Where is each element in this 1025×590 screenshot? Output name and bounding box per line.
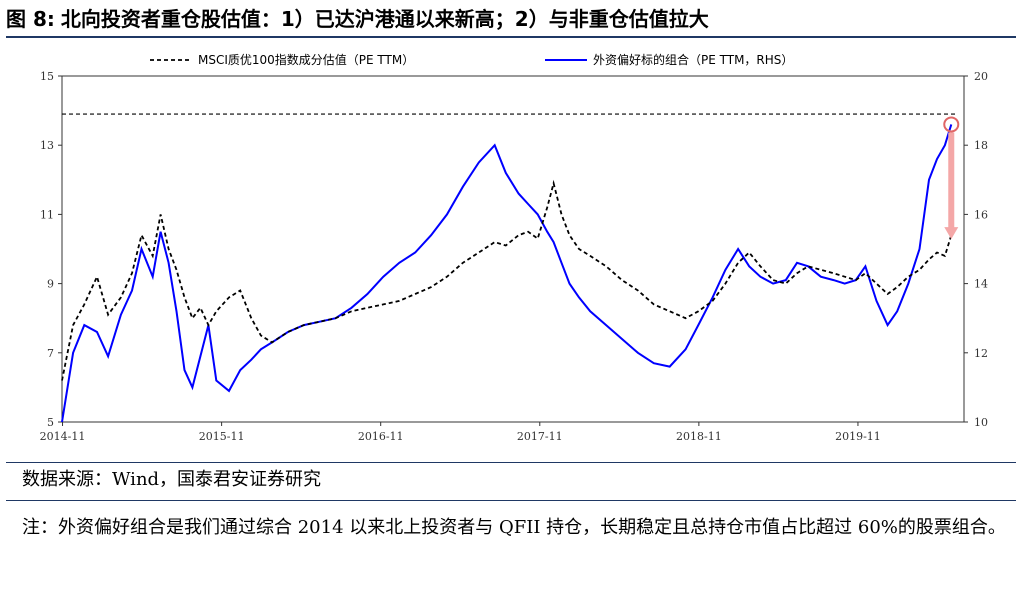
figure-title: 图 8: 北向投资者重仓股估值：1）已达沪港通以来新高；2）与非重仓估值拉大 xyxy=(6,4,1016,34)
right-tick-label: 18 xyxy=(974,139,988,152)
source-divider xyxy=(6,462,1016,463)
right-tick-label: 20 xyxy=(974,70,988,83)
figure-number: 图 8: xyxy=(6,7,55,31)
plot-area-frame xyxy=(61,75,965,423)
right-tick-label: 12 xyxy=(974,347,988,360)
high-point-circle xyxy=(943,116,960,133)
figure-title-text: 北向投资者重仓股估值：1）已达沪港通以来新高；2）与非重仓估值拉大 xyxy=(60,7,709,31)
left-tick-label: 7 xyxy=(47,347,54,360)
legend-label-foreign: 外资偏好标的组合（PE TTM，RHS） xyxy=(593,52,793,67)
left-axis-ticks: 5 7 9 11 13 15 xyxy=(40,70,62,429)
right-tick-label: 14 xyxy=(974,278,988,291)
series-line-msci xyxy=(61,179,953,381)
left-tick-label: 5 xyxy=(47,416,54,429)
left-tick-label: 15 xyxy=(40,70,54,83)
legend: MSCI质优100指数成分估值（PE TTM） 外资偏好标的组合（PE TTM，… xyxy=(150,52,793,67)
note-divider xyxy=(6,500,1016,501)
left-tick-label: 13 xyxy=(40,139,54,152)
series-line-foreign xyxy=(61,124,953,423)
spread-arrow-head xyxy=(944,227,959,240)
legend-label-msci: MSCI质优100指数成分估值（PE TTM） xyxy=(198,52,414,67)
highlight-annotation xyxy=(943,116,960,240)
x-tick-label: 2017-11 xyxy=(517,430,563,443)
x-tick-label: 2015-11 xyxy=(199,430,245,443)
right-axis-ticks: 10 12 14 16 18 20 xyxy=(964,70,988,429)
left-tick-label: 11 xyxy=(40,208,54,221)
right-tick-label: 10 xyxy=(974,416,988,429)
x-tick-label: 2019-11 xyxy=(835,430,881,443)
x-tick-label: 2016-11 xyxy=(358,430,404,443)
data-source: 数据来源：Wind，国泰君安证券研究 xyxy=(22,469,322,490)
x-tick-label: 2014-11 xyxy=(40,430,86,443)
title-divider xyxy=(6,36,1016,38)
right-tick-label: 16 xyxy=(974,208,988,221)
left-tick-label: 9 xyxy=(47,278,54,291)
x-axis-ticks: 2014-11 2015-11 2016-11 2017-11 2018-11 2019-… xyxy=(40,422,881,443)
chart-note: 注：外资偏好组合是我们通过综合 2014 以来北上投资者与 QFII 持仓，长期… xyxy=(22,517,1006,538)
x-tick-label: 2018-11 xyxy=(676,430,722,443)
